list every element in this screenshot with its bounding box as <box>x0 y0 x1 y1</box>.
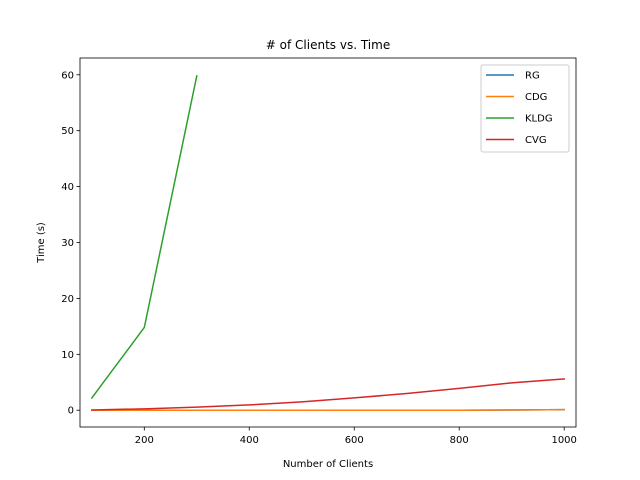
y-tick-label: 30 <box>61 238 74 249</box>
y-tick-label: 50 <box>61 126 74 137</box>
x-axis-title: Number of Clients <box>283 459 373 470</box>
chart-title: # of Clients vs. Time <box>266 38 390 52</box>
x-tick-label: 400 <box>240 435 259 446</box>
y-tick-label: 20 <box>61 294 74 305</box>
x-tick-label: 200 <box>135 435 154 446</box>
y-tick-label: 0 <box>68 406 74 417</box>
series-line-cdg <box>91 408 565 411</box>
y-tick-label: 10 <box>61 350 74 361</box>
x-tick-label: 800 <box>450 435 469 446</box>
y-tick-label: 40 <box>61 182 74 193</box>
series-line-kldg <box>90 75 198 399</box>
legend-box <box>480 64 570 153</box>
plot-area <box>90 75 565 411</box>
x-tick-label: 600 <box>345 435 364 446</box>
legend-label-rg: RG <box>525 71 540 82</box>
x-axis: 200 400 600 800 1000 <box>135 427 577 446</box>
legend-label-kldg: KLDG <box>525 114 553 125</box>
y-axis: 0 10 20 30 40 50 60 <box>61 70 80 417</box>
y-axis-title: Time (s) <box>36 222 47 264</box>
series-line-cvg <box>91 378 565 411</box>
legend-label-cdg: CDG <box>525 92 547 103</box>
legend: RG CDG KLDG CVG <box>480 64 570 153</box>
legend-label-cvg: CVG <box>525 135 547 146</box>
x-tick-label: 1000 <box>551 435 576 446</box>
y-tick-label: 60 <box>61 70 74 81</box>
